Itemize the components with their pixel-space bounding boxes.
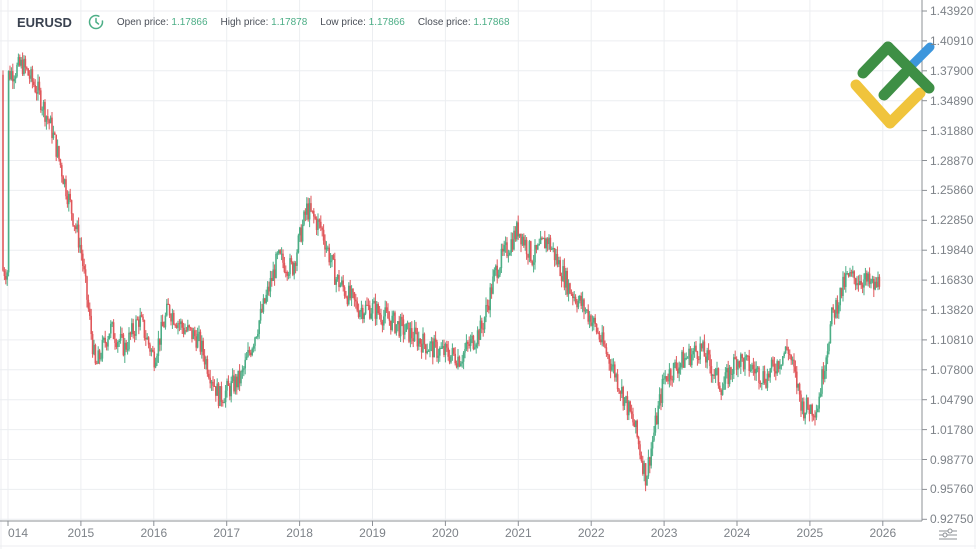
high-price-value: 1.17878	[271, 16, 308, 28]
x-axis-tick-label: 2017	[213, 526, 241, 540]
open-price-label: Open price:	[116, 16, 169, 28]
x-axis-tick-label: 2025	[796, 526, 824, 540]
clock-icon[interactable]	[88, 14, 104, 30]
y-axis-tick-label: 1.25860	[930, 183, 974, 198]
x-axis-tick-label: 2026	[869, 526, 897, 540]
brand-logo	[850, 41, 935, 129]
y-axis-tick-label: 1.04790	[930, 392, 974, 407]
x-axis-tick-label: 2023	[650, 526, 678, 540]
chart-header: EURUSD Open price: 1.17866 High price: 1…	[0, 8, 510, 36]
y-axis-tick-label: 1.37900	[930, 63, 974, 78]
y-axis-tick-label: 1.43920	[930, 4, 974, 18]
y-axis-tick-label: 1.28870	[930, 153, 974, 168]
open-price: Open price: 1.17866	[117, 17, 208, 28]
y-axis-tick-label: 1.01780	[930, 422, 974, 437]
symbol-label: EURUSD	[17, 14, 72, 30]
y-axis-tick-label: 0.95760	[930, 482, 974, 497]
y-axis-tick-label: 1.31880	[930, 123, 974, 138]
close-price-value: 1.17868	[473, 16, 510, 28]
y-axis-tick-label: 1.16830	[930, 273, 974, 288]
low-price: Low price: 1.17866	[320, 17, 405, 28]
y-axis-tick-label: 1.10810	[930, 332, 974, 347]
x-axis-tick-label: 2022	[577, 526, 605, 540]
x-axis-tick-label: 2020	[432, 526, 459, 540]
y-axis-tick-label: 1.07800	[930, 362, 974, 377]
y-axis-tick-label: 0.92750	[930, 512, 974, 527]
y-axis-tick-label: 1.40910	[930, 33, 974, 48]
x-axis-tick-label: 014	[7, 526, 29, 540]
low-price-value: 1.17866	[368, 16, 405, 28]
x-axis-tick-label: 2016	[140, 526, 168, 540]
y-axis-tick-label: 1.34890	[930, 93, 974, 108]
x-axis-tick-label: 2019	[359, 526, 386, 540]
candlesticks	[2, 52, 881, 492]
sliders-icon[interactable]	[938, 528, 958, 542]
y-axis-tick-label: 1.22850	[930, 213, 974, 228]
x-axis-tick-label: 2024	[723, 526, 751, 540]
close-price-label: Close price:	[417, 16, 471, 28]
x-axis-tick-label: 2015	[67, 526, 95, 540]
high-price: High price: 1.17878	[221, 17, 308, 28]
x-axis-tick-label: 2018	[286, 526, 313, 540]
x-axis-tick-label: 2021	[504, 526, 532, 540]
y-axis-tick-label: 0.98770	[930, 452, 974, 467]
high-price-label: High price:	[220, 16, 269, 28]
y-axis-tick-label: 1.13820	[930, 303, 974, 317]
close-price: Close price: 1.17868	[418, 17, 510, 28]
low-price-label: Low price:	[320, 16, 366, 28]
y-axis-tick-label: 1.19840	[930, 243, 974, 258]
open-price-value: 1.17866	[171, 16, 208, 28]
